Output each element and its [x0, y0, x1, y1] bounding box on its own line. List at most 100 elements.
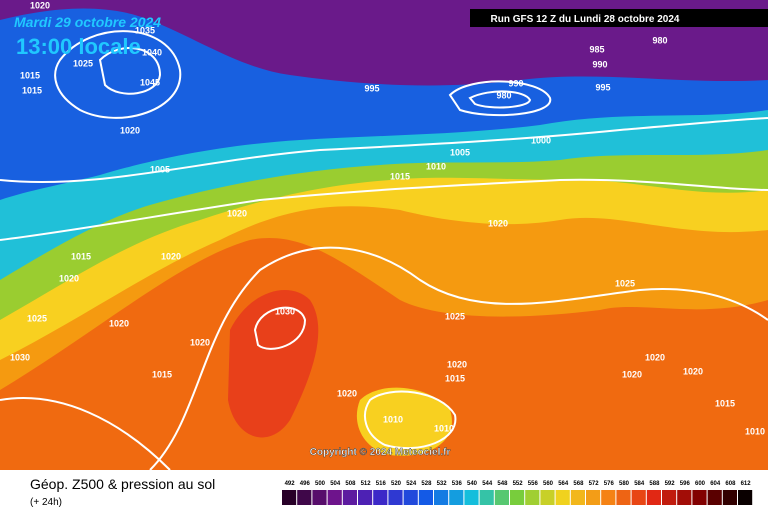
colorbar-label: 608 [725, 481, 736, 487]
colorbar-swatch [692, 490, 707, 505]
band-red [228, 290, 319, 438]
isobar-label: 1020 [645, 352, 665, 362]
colorbar-label: 604 [710, 481, 721, 487]
isobar-label: 1030 [10, 352, 30, 362]
colorbar-swatch [677, 490, 692, 505]
isobar-label: 1015 [71, 251, 91, 261]
colorbar-label: 592 [665, 481, 676, 487]
isobar-label: 1035 [135, 25, 155, 35]
isobar-label: 985 [589, 44, 604, 54]
colorbar-swatch [342, 490, 357, 505]
colorbar-swatch [510, 490, 525, 505]
isobar-labels: 1020 1015 1015 1025 1035 1040 1045 1020 1005 995 9… [10, 0, 765, 436]
colorbar-label: 500 [315, 481, 326, 487]
colorbar-swatch [738, 490, 753, 505]
copyright: Copyright © 2024 Meteociel.fr [310, 447, 451, 458]
colorbar-swatch [312, 490, 327, 505]
colorbar-swatch [494, 490, 509, 505]
isobar-label: 1015 [20, 70, 40, 80]
colorbar-swatch [449, 490, 464, 505]
colorbar-swatch [540, 490, 555, 505]
isobar-label: 1025 [73, 58, 93, 68]
colorbar-label: 540 [467, 481, 478, 487]
isobar-label: 1000 [531, 135, 551, 145]
colorbar-swatch [586, 490, 601, 505]
colorbar-swatch [373, 490, 388, 505]
colorbar-swatch [570, 490, 585, 505]
colorbar-label: 520 [391, 481, 402, 487]
date: Mardi 29 octobre 2024 [14, 14, 161, 30]
colorbar-label: 508 [345, 481, 356, 487]
isobar-label: 1020 [120, 125, 140, 135]
colorbar-label: 560 [543, 481, 554, 487]
isobar-line [149, 246, 768, 471]
colorbar-label: 552 [513, 481, 524, 487]
colorbar-label: 524 [406, 481, 417, 487]
colorbar-label: 568 [573, 481, 584, 487]
colorbar-label: 536 [452, 481, 463, 487]
isobar-label: 990 [508, 78, 523, 88]
isobar-label: 980 [652, 35, 667, 45]
isobar-label: 1020 [59, 273, 79, 283]
colorbar-label: 584 [634, 481, 645, 487]
colorbar-label: 612 [741, 481, 752, 487]
colorbar-label: 596 [680, 481, 691, 487]
isobar-label: 1020 [109, 318, 129, 328]
time: 13:00 locale [16, 34, 141, 59]
isobar-label: 1015 [152, 369, 172, 379]
isobar-label: 1020 [161, 251, 181, 261]
colorbar-swatch [403, 490, 418, 505]
isobar-label: 1020 [227, 208, 247, 218]
colorbar-label: 528 [421, 481, 432, 487]
colorbar-swatch [434, 490, 449, 505]
colorbar-swatch [418, 490, 433, 505]
isobar-label: 1010 [745, 426, 765, 436]
run-box [470, 9, 768, 27]
isobar-label: 1015 [715, 398, 735, 408]
colorbar-swatch [282, 490, 297, 505]
colorbar-swatch [616, 490, 631, 505]
colorbar-label: 544 [482, 481, 493, 487]
isobar-label: 1030 [275, 306, 295, 316]
colorbar-swatch [722, 490, 737, 505]
colorbar-swatch [662, 490, 677, 505]
colorbar-swatch [464, 490, 479, 505]
isobar-label: 1010 [383, 414, 403, 424]
isobar-label: 1020 [190, 337, 210, 347]
colorbar-swatch [327, 490, 342, 505]
isobar-label: 1005 [450, 147, 470, 157]
colorbar-swatch [631, 490, 646, 505]
isobar-label: 1025 [615, 278, 635, 288]
run-info: Run GFS 12 Z du Lundi 28 octobre 2024 [491, 14, 680, 25]
isobar-label: 1020 [30, 0, 50, 10]
colorbar-label: 564 [558, 481, 569, 487]
colorbar-label: 492 [285, 481, 296, 487]
isobars [0, 30, 768, 471]
isobar-label: 1025 [27, 313, 47, 323]
isobar-line [0, 397, 171, 471]
isobar-label: 1020 [622, 369, 642, 379]
isobar-label: 1020 [447, 359, 467, 369]
isobar-label: 1045 [140, 77, 160, 87]
colorbar-label: 548 [497, 481, 508, 487]
colorbar-label: 572 [589, 481, 600, 487]
isobar-line [448, 80, 552, 117]
isobar-label: 995 [364, 83, 379, 93]
background [0, 0, 768, 470]
colorbar-label: 532 [437, 481, 448, 487]
colorbar-swatch [525, 490, 540, 505]
colorbar-swatch [646, 490, 661, 505]
footer-subtitle: (+ 24h) [30, 497, 62, 508]
colorbar-label: 496 [300, 481, 311, 487]
isobar-line [54, 30, 182, 119]
isobar-line [0, 117, 768, 183]
isobar-label: 1025 [445, 311, 465, 321]
isobar-label: 1010 [426, 161, 446, 171]
colorbar-label: 556 [528, 481, 539, 487]
colorbar: 492 496 500 504 508 512 516 520 524 528 532 536 540 5… [282, 481, 753, 505]
isobar-label: 1040 [142, 47, 162, 57]
colorbar-label: 588 [649, 481, 660, 487]
isobar-line [468, 90, 532, 109]
